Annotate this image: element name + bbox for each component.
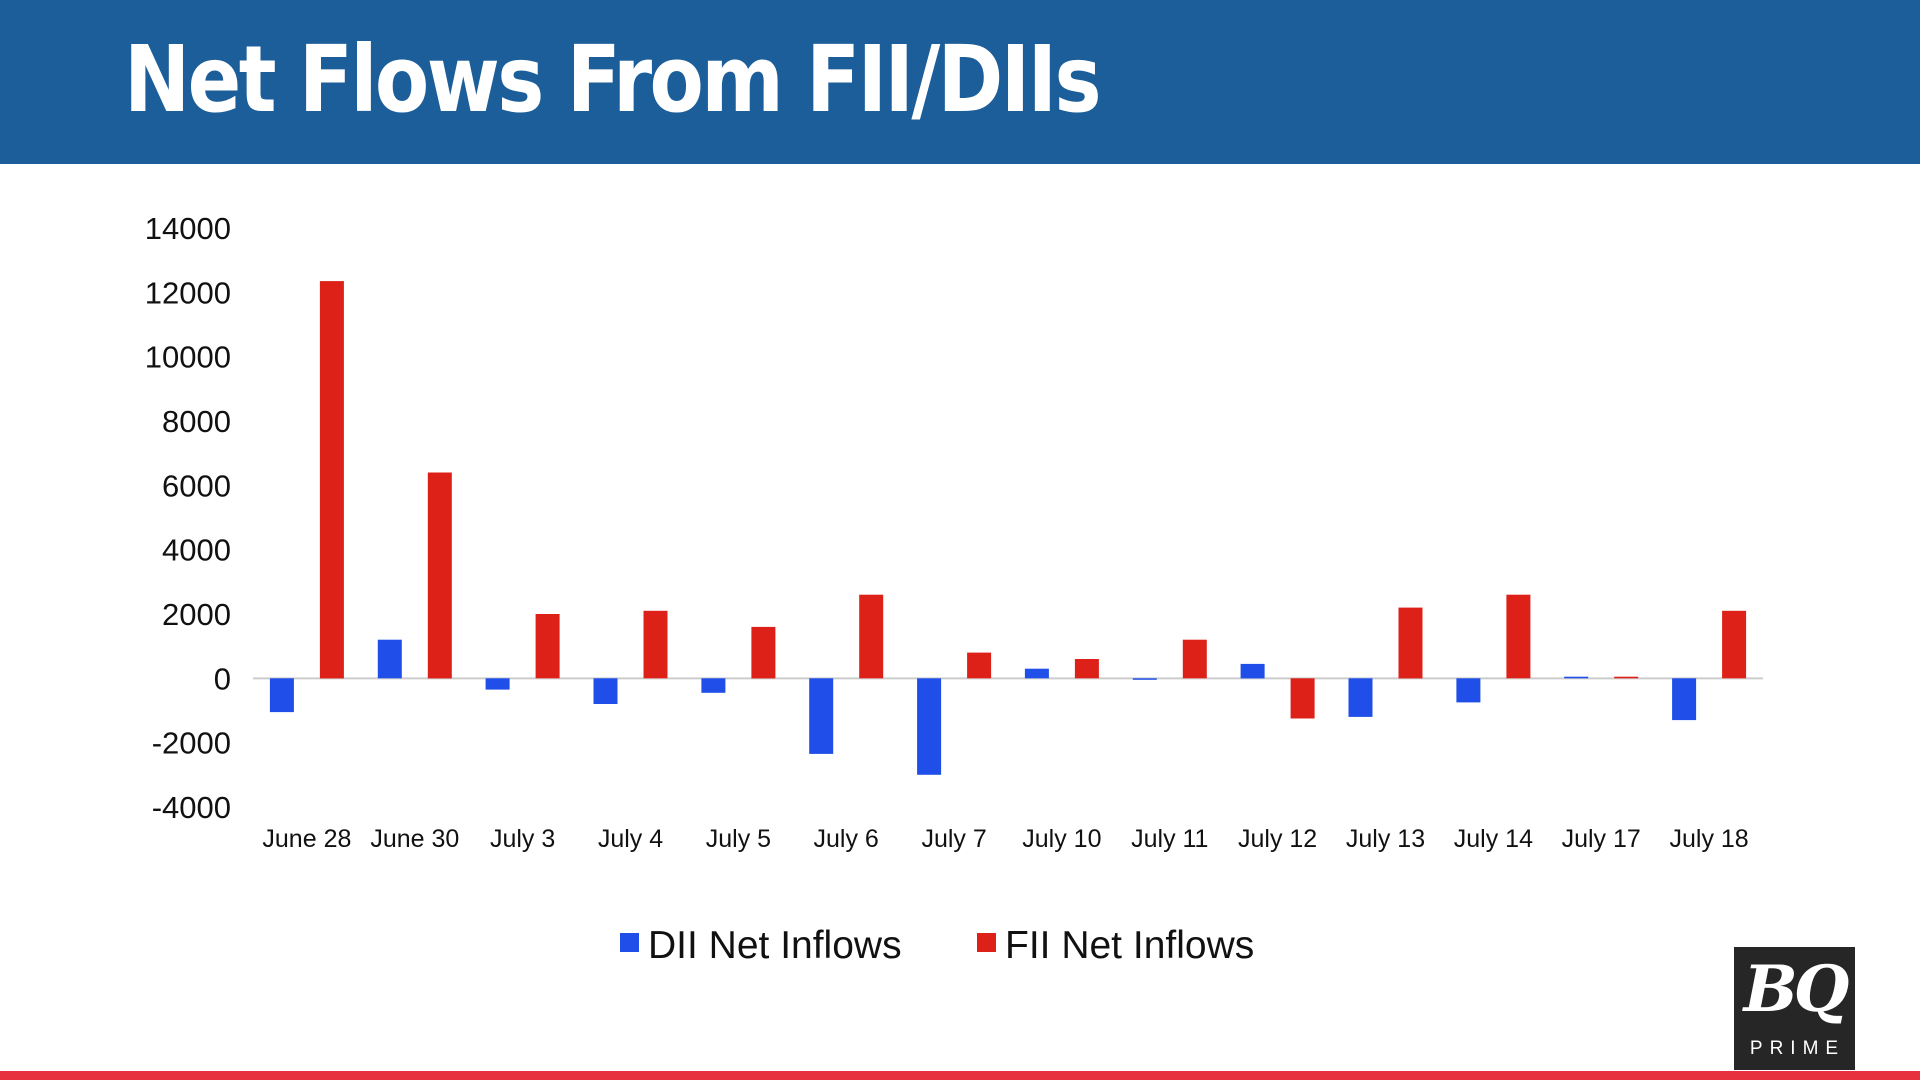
- y-tick-label: -4000: [152, 790, 231, 825]
- fii-bar-july-6: [859, 594, 884, 679]
- x-tick-label: July 3: [490, 825, 555, 853]
- x-tick-label: July 13: [1346, 825, 1425, 853]
- fii-bar-july-13: [1398, 607, 1423, 679]
- legend-label-dii: DII Net Inflows: [648, 924, 902, 967]
- x-tick-label: July 14: [1454, 825, 1533, 853]
- x-tick-label: July 6: [814, 825, 879, 853]
- x-tick-label: July 17: [1562, 825, 1641, 853]
- fii-bar-june-28: [319, 281, 344, 679]
- bars-group: [269, 281, 1747, 775]
- dii-bar-july-6: [809, 678, 834, 754]
- legend-swatch-fii: [977, 933, 996, 952]
- dii-bar-july-17: [1564, 676, 1589, 679]
- dii-bar-july-11: [1132, 678, 1157, 680]
- dii-bar-july-7: [917, 678, 942, 775]
- dii-bar-july-10: [1024, 668, 1049, 679]
- y-tick-label: 12000: [145, 275, 231, 310]
- y-tick-label: 6000: [162, 468, 231, 503]
- x-tick-label: July 7: [921, 825, 986, 853]
- logo-text: BQ: [1743, 952, 1850, 1027]
- dii-bar-july-13: [1348, 678, 1373, 717]
- legend-label-fii: FII Net Inflows: [1005, 924, 1254, 967]
- dii-bar-july-18: [1672, 678, 1697, 721]
- y-tick-label: 0: [214, 661, 231, 696]
- x-tick-label: July 18: [1669, 825, 1748, 853]
- fii-bar-july-3: [535, 614, 560, 679]
- x-tick-label: July 12: [1238, 825, 1317, 853]
- x-tick-label: July 10: [1022, 825, 1101, 853]
- fii-bar-july-11: [1182, 639, 1207, 679]
- fii-bar-july-4: [643, 610, 668, 679]
- y-axis: 14000 12000 10000 8000 6000 4000 2000 0 -2000 -40…: [145, 211, 231, 825]
- dii-bar-june-30: [377, 639, 402, 679]
- x-tick-label: June 30: [370, 825, 459, 853]
- y-tick-label: 14000: [145, 211, 231, 246]
- fii-bar-july-5: [751, 626, 776, 679]
- fii-bar-july-12: [1290, 678, 1315, 719]
- legend-swatch-dii: [620, 933, 639, 952]
- dii-bar-june-28: [269, 678, 294, 713]
- dii-bar-july-5: [701, 678, 726, 693]
- page-title: Net Flows From FII/DIIs: [124, 26, 1102, 133]
- x-tick-label: July 11: [1131, 825, 1208, 853]
- fii-bar-july-7: [967, 652, 992, 679]
- y-tick-label: 8000: [162, 404, 231, 439]
- x-tick-label: June 28: [262, 825, 351, 853]
- fii-bar-july-17: [1614, 676, 1639, 679]
- x-tick-label: July 4: [598, 825, 663, 853]
- dii-bar-july-3: [485, 678, 510, 690]
- y-tick-label: -2000: [152, 726, 231, 761]
- logo-subtext: PRIME: [1749, 1038, 1846, 1059]
- y-tick-label: 10000: [145, 340, 231, 375]
- header-banner: Net Flows From FII/DIIs: [0, 0, 1920, 164]
- bq-prime-logo: BQ PRIME: [1734, 947, 1855, 1070]
- legend: DII Net Inflows FII Net Inflows: [620, 924, 1254, 967]
- x-axis: June 28 June 30 July 3 July 4 July 5 July 6 Ju…: [262, 825, 1748, 853]
- fii-bar-july-18: [1722, 610, 1747, 679]
- y-tick-label: 4000: [162, 533, 231, 568]
- fii-bar-july-14: [1506, 594, 1531, 679]
- fii-bar-july-10: [1074, 659, 1099, 679]
- dii-bar-july-14: [1456, 678, 1481, 703]
- y-tick-label: 2000: [162, 597, 231, 632]
- accent-bar: [0, 1071, 1920, 1080]
- dii-bar-july-4: [593, 678, 618, 704]
- fii-bar-june-30: [427, 472, 452, 679]
- dii-bar-july-12: [1240, 663, 1265, 679]
- x-tick-label: July 5: [706, 825, 771, 853]
